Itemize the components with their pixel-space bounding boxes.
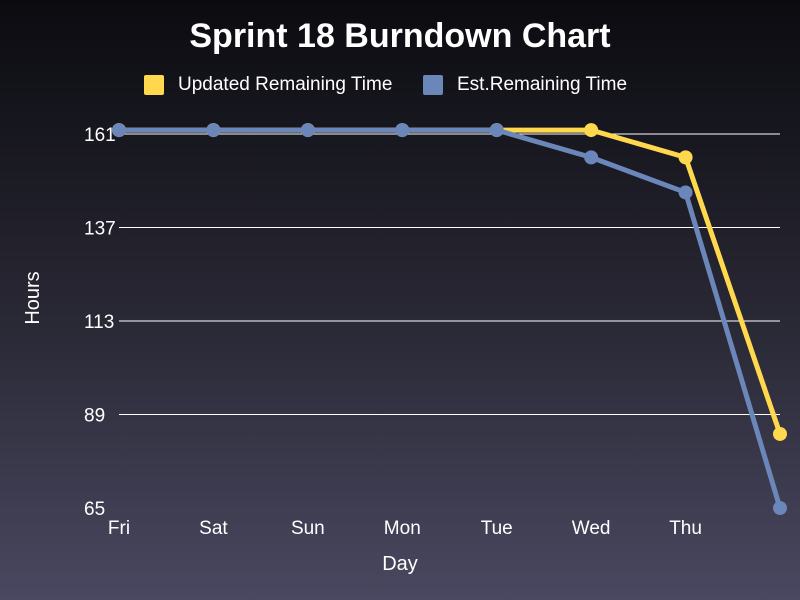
x-tick-label: Thu <box>669 518 702 539</box>
series-line <box>116 127 783 511</box>
y-axis-ticks: 161 137 113 89 65 <box>84 125 116 520</box>
series-updated <box>112 123 787 441</box>
y-tick-label: 65 <box>84 499 105 520</box>
data-point <box>395 123 410 138</box>
y-axis-label: Hours <box>22 271 44 324</box>
grid <box>119 133 780 415</box>
x-tick-label: Tue <box>481 518 513 539</box>
y-tick-label: 89 <box>84 406 105 427</box>
series-line <box>116 127 783 437</box>
data-point <box>112 123 126 138</box>
x-axis-label: Day <box>382 553 418 575</box>
x-tick-label: Wed <box>572 518 611 539</box>
data-point <box>678 185 693 200</box>
legend-swatch-estimated <box>423 75 443 95</box>
data-point <box>584 123 599 138</box>
data-point <box>678 150 693 165</box>
y-tick-label: 161 <box>84 125 116 146</box>
data-point <box>773 501 787 515</box>
y-tick-label: 137 <box>84 219 116 240</box>
y-tick-label: 113 <box>84 312 114 333</box>
data-point <box>489 123 504 138</box>
series-estimated <box>112 123 787 515</box>
legend: Updated Remaining Time Est.Remaining Tim… <box>144 74 627 95</box>
data-point <box>206 123 221 138</box>
x-tick-label: Sat <box>199 518 228 539</box>
data-point <box>584 150 599 165</box>
legend-label-updated: Updated Remaining Time <box>178 74 392 95</box>
x-axis-ticks: Fri Sat Sun Mon Tue Wed Thu <box>108 518 702 539</box>
x-tick-label: Mon <box>384 518 421 539</box>
legend-label-estimated: Est.Remaining Time <box>457 74 627 95</box>
data-point <box>300 123 315 138</box>
legend-swatch-updated <box>144 75 164 95</box>
chart-title: Sprint 18 Burndown Chart <box>189 17 610 55</box>
x-tick-label: Sun <box>291 518 325 539</box>
x-tick-label: Fri <box>108 518 130 539</box>
data-point <box>773 426 787 441</box>
series <box>112 123 787 515</box>
